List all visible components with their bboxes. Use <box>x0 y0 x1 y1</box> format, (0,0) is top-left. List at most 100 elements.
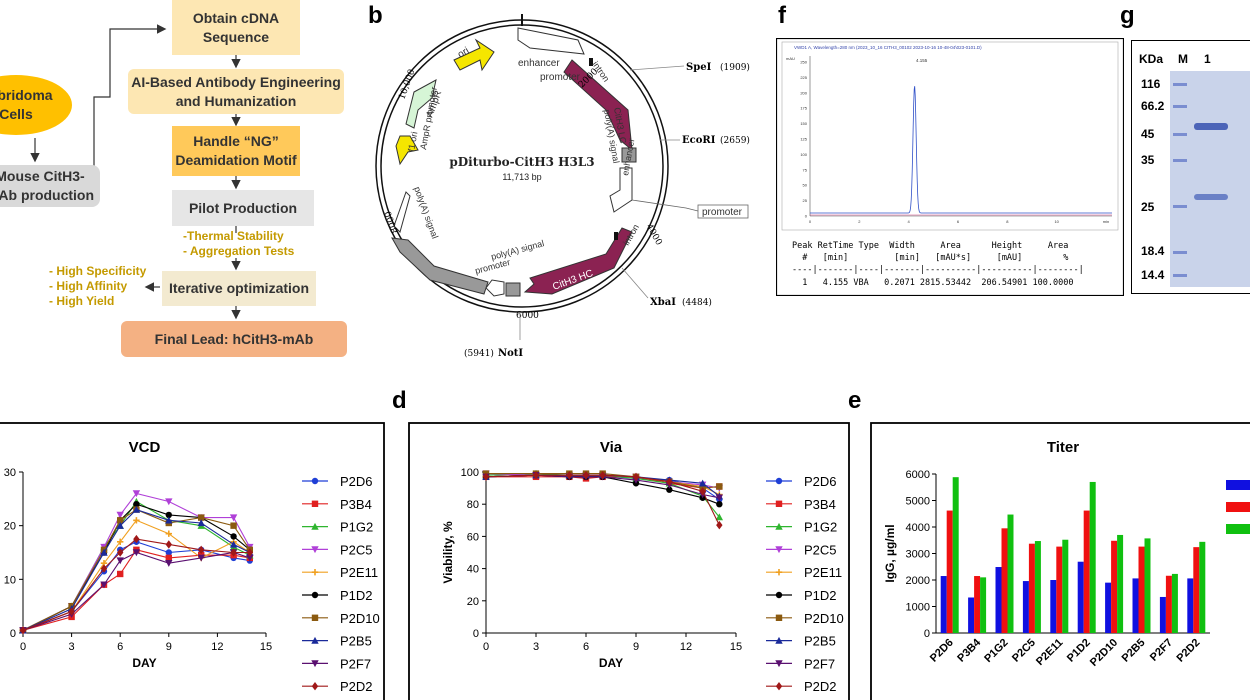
bar-p2b5-s2 <box>1138 546 1145 633</box>
legend-label: P2B5 <box>340 634 372 649</box>
x-tick-label: 9 <box>166 641 172 653</box>
data-point-p2b5 <box>100 548 108 556</box>
legend-marker <box>775 500 783 507</box>
legend-marker <box>311 477 319 485</box>
y-tick-label: 100 <box>461 467 479 479</box>
legend-item-p3b4: P3B4 <box>766 497 836 512</box>
intron-top-mark <box>589 58 593 66</box>
bar-p1d2-s1 <box>1077 561 1084 633</box>
panel-letter-e: e <box>848 387 862 414</box>
legend-marker <box>311 500 319 507</box>
lc-polya-box <box>621 147 637 163</box>
data-point-p2d10 <box>716 483 723 490</box>
series-line-p2f7 <box>22 551 250 631</box>
gel-band-light <box>1194 194 1228 200</box>
hplc-unit: mAU <box>786 56 795 61</box>
bar-p2e11-s3 <box>1062 539 1069 633</box>
data-point-p2d2 <box>482 472 490 482</box>
legend-label: P3B4 <box>804 497 836 512</box>
hplc-y-tick: 125 <box>800 137 807 142</box>
optimization-goals-text: - High Specificity - High Affinity - Hig… <box>49 264 147 308</box>
bar-p2e11-s2 <box>1056 546 1063 633</box>
category-label: P2F7 <box>1148 637 1175 664</box>
mouse-mab-label: Mouse CitH3- mAb production <box>0 168 95 203</box>
hplc-x-tick: 8 <box>1006 219 1009 224</box>
hplc-trace <box>810 86 1112 214</box>
f1-ori-arrow <box>395 135 419 166</box>
legend-item-p1d2: P1D2 <box>302 588 373 603</box>
chart-title: Titer <box>1047 439 1079 456</box>
data-point-p2d10 <box>198 514 205 521</box>
gel-marker-116: 116 <box>1141 77 1161 91</box>
legend-marker <box>311 569 319 576</box>
data-point-p2e11 <box>117 538 124 545</box>
gel-panel: KDa M 1 116 66.2 45 35 25 18.4 14.4 <box>1131 40 1250 294</box>
enhancer-top-arrow <box>517 27 585 55</box>
legend-item-p2b5: P2B5 <box>766 634 836 649</box>
promoter-box-label: promoter <box>702 207 743 218</box>
legend-label: P2D10 <box>340 611 380 626</box>
data-point-p1d2 <box>133 501 140 508</box>
legend-item-p2e11: P2E11 <box>766 565 842 580</box>
ecori-name: EcoRI <box>682 135 716 146</box>
gel-marker-18: 18.4 <box>1141 244 1165 258</box>
legend-label: P1G2 <box>804 520 837 535</box>
data-point-p2f7 <box>100 581 108 589</box>
bar-p2d10-s2 <box>1111 540 1118 633</box>
bar-p2b5-s1 <box>1132 578 1139 633</box>
legend-marker <box>775 614 783 621</box>
titer-chart: Titer 0 1000 2000 3000 4000 5000 6000 IgG, µg/ml… <box>870 422 1250 700</box>
data-point-p2f7 <box>132 549 141 557</box>
x-tick-label: 12 <box>680 641 692 653</box>
data-point-p2f7 <box>197 554 205 562</box>
enhancer-mid-arrow <box>609 167 633 213</box>
bar-p2d6-s1 <box>940 576 947 633</box>
legend-label: P2F7 <box>804 656 835 671</box>
data-point-p2b5 <box>197 519 205 527</box>
legend-item-p2d6: P2D6 <box>766 474 837 489</box>
data-point-p2d6 <box>165 549 172 556</box>
step-cdna: Obtain cDNA Sequence <box>172 0 300 55</box>
x-tick-label: 3 <box>69 641 75 653</box>
data-point-p2d2 <box>582 471 590 480</box>
noti-name: NotI <box>498 348 523 359</box>
ori-label: ori <box>456 46 471 61</box>
data-point-p2e11 <box>165 530 172 537</box>
legend-item-p1g2: P1G2 <box>302 520 373 535</box>
x-tick-label: 3 <box>533 641 539 653</box>
via-frame <box>408 422 850 700</box>
hplc-y-tick: 250 <box>800 60 807 65</box>
bar-p2d2-s1 <box>1187 578 1194 633</box>
step-ai-engineering: AI-Based Antibody Engineering and Humani… <box>128 69 344 114</box>
vcd-frame <box>0 422 385 700</box>
bar-p2d10-s1 <box>1105 582 1112 633</box>
step-final-lead: Final Lead: hCitH3-mAb <box>121 321 347 357</box>
gel-marker-14: 14.4 <box>1141 268 1165 282</box>
bar-p2f7-s1 <box>1159 596 1166 633</box>
hplc-x-tick: 0 <box>809 219 812 224</box>
hplc-panel: VWD1 A, Wavelength=280 nm (2023_10_16 CI… <box>776 38 1124 296</box>
data-point-p2f7 <box>246 554 254 562</box>
category-label: P2D2 <box>1174 637 1202 665</box>
legend-item-p2f7: P2F7 <box>302 656 371 671</box>
y-tick-label: 3000 <box>906 549 930 561</box>
legend-marker <box>311 682 319 691</box>
step-iterative-optimization: Iterative optimization <box>162 271 316 306</box>
spei-pos: (1909) <box>720 62 750 73</box>
hplc-y-tick: 100 <box>800 152 807 157</box>
series-line-p3b4 <box>22 549 250 631</box>
legend-label: P2D10 <box>804 611 844 626</box>
legend-marker <box>775 591 783 599</box>
xbai-leader <box>621 267 649 299</box>
bar-p1g2-s3 <box>1007 514 1014 633</box>
workflow-flowchart: Hybridoma Cells Mouse CitH3- mAb product… <box>0 0 360 370</box>
gs-polya-label: poly(A) signal <box>412 185 440 240</box>
legend-item-p2d10: P2D10 <box>302 611 380 626</box>
titer-frame <box>870 422 1250 700</box>
bar-p2d10-s3 <box>1117 534 1124 633</box>
data-point-p2b5 <box>165 516 173 524</box>
data-point-p2b5 <box>132 505 141 513</box>
data-point-p1d2 <box>666 486 673 493</box>
panel-letter-g: g <box>1120 2 1135 29</box>
legend-label: P1D2 <box>340 588 373 603</box>
